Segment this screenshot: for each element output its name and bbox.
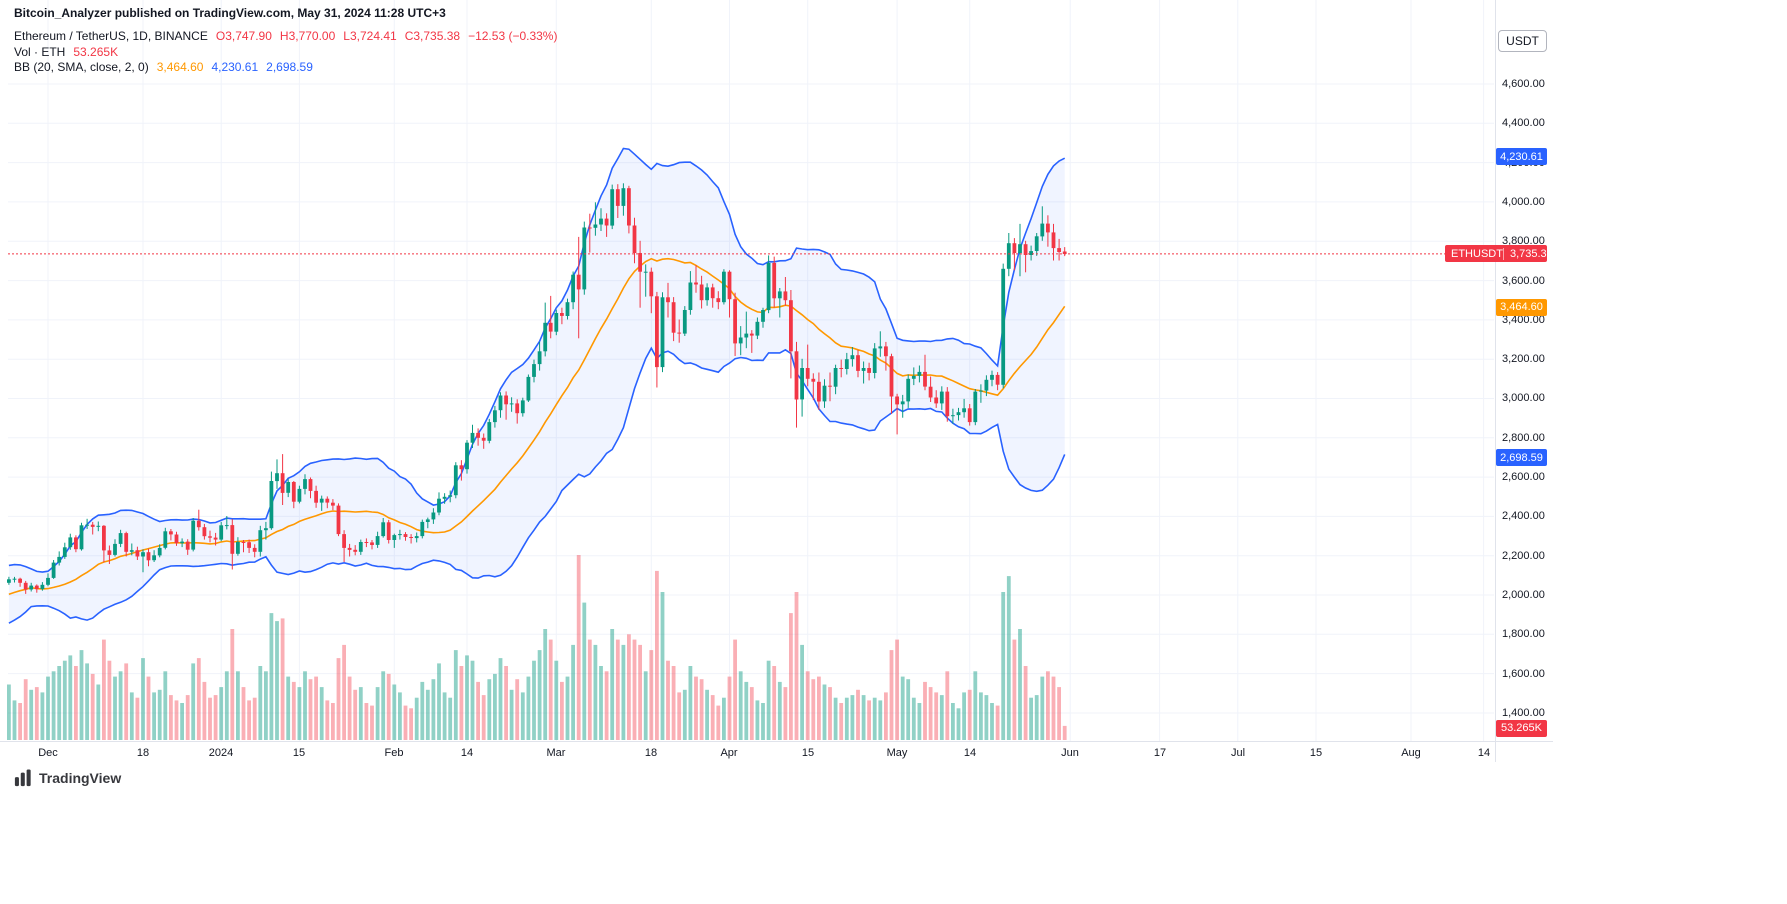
- bb-lower-price-tag: 2,698.59: [1496, 449, 1547, 467]
- tradingview-brand-text: TradingView: [39, 770, 122, 786]
- tradingview-logo-icon: [14, 769, 31, 787]
- bb-basis-price-tag: 3,464.60: [1496, 298, 1547, 316]
- volume-value-tag: 53.265K: [1496, 719, 1547, 737]
- bb-upper-value: 4,230.61: [211, 60, 259, 74]
- price-axis-separator: [1495, 0, 1496, 762]
- ohlc-low-value: L3,724.41: [343, 29, 397, 43]
- last-price-tag-value: 3,735.38: [1502, 247, 1553, 260]
- ohlc-close-value: C3,735.38: [404, 29, 461, 43]
- change-value: −12.53 (−0.33%): [468, 29, 558, 43]
- symbol-title: Ethereum / TetherUS, 1D, BINANCE: [14, 29, 208, 43]
- bb-upper-price-tag: 4,230.61: [1496, 148, 1547, 166]
- publish-byline: Bitcoin_Analyzer published on TradingVie…: [14, 6, 446, 20]
- bb-basis-value: 3,464.60: [156, 60, 204, 74]
- bb-indicator-label: BB (20, SMA, close, 2, 0): [14, 60, 149, 74]
- bb-legend-row: BB (20, SMA, close, 2, 0) 3,464.60 4,230…: [14, 60, 313, 74]
- volume-legend-row: Vol · ETH 53.265K: [14, 45, 118, 59]
- tradingview-attribution-link[interactable]: TradingView: [14, 769, 121, 787]
- ohlc-high-value: H3,770.00: [279, 29, 336, 43]
- last-price-tag-symbol: ETHUSDT: [1451, 247, 1503, 260]
- ohlc-open-value: O3,747.90: [215, 29, 272, 43]
- symbol-legend-row: Ethereum / TetherUS, 1D, BINANCE O3,747.…: [14, 29, 557, 43]
- volume-label: Vol · ETH: [14, 45, 66, 59]
- volume-value: 53.265K: [73, 45, 119, 59]
- price-chart-canvas[interactable]: [0, 0, 1553, 762]
- last-price-tag: ETHUSDT 3,735.38: [1445, 245, 1553, 263]
- time-axis-separator: [0, 741, 1553, 742]
- currency-toggle-button[interactable]: USDT: [1498, 30, 1547, 52]
- bb-lower-value: 2,698.59: [266, 60, 313, 74]
